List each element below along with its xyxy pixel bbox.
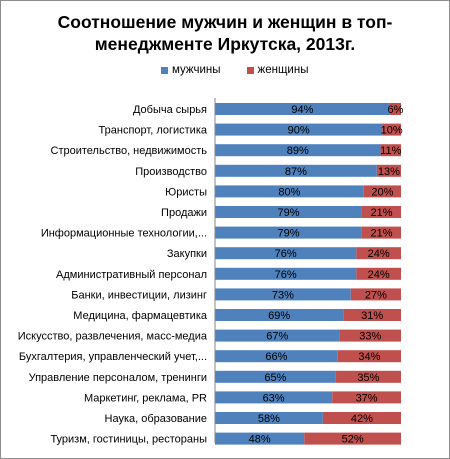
data-label-women: 11%: [380, 145, 401, 157]
bar-women: [356, 267, 401, 280]
data-label-women: 13%: [378, 166, 400, 178]
bar-men: [215, 206, 362, 218]
bar-women: [304, 432, 401, 445]
bar-men: [215, 267, 357, 280]
category-label: Закупки: [167, 248, 207, 260]
category-label: Управление персоналом, тренинги: [29, 372, 207, 384]
category-label: Добыча сырья: [133, 104, 207, 116]
data-label-men: 73%: [272, 289, 294, 301]
data-label-men: 79%: [277, 207, 299, 219]
category-label: Административный персонал: [56, 269, 207, 281]
bar-men: [215, 144, 381, 157]
category-label: Туризм, гостиницы, рестораны: [50, 434, 207, 446]
data-label-men: 63%: [263, 392, 285, 404]
bar-men: [215, 350, 338, 363]
bar-women: [380, 144, 401, 157]
bar-women: [337, 350, 401, 363]
data-label-women: 21%: [370, 207, 392, 219]
data-label-women: 42%: [351, 413, 373, 425]
data-label-men: 79%: [277, 228, 299, 240]
bar-women: [332, 391, 401, 404]
category-label: Наука, образование: [105, 413, 207, 425]
bar-men: [215, 123, 383, 136]
data-label-women: 10%: [381, 125, 403, 137]
bar-women: [361, 206, 401, 218]
bar-women: [343, 309, 401, 321]
bar-women: [382, 123, 401, 136]
legend: мужчины женщины: [161, 64, 308, 76]
bar-men: [215, 185, 364, 198]
bar-men: [215, 309, 344, 321]
data-label-women: 52%: [342, 434, 364, 446]
legend-swatch-men: [161, 66, 168, 74]
bar-women: [335, 370, 401, 383]
legend-item-women: женщины: [246, 64, 309, 76]
category-label: Медицина, фармацевтика: [73, 310, 208, 322]
data-label-men: 58%: [258, 413, 280, 425]
bar-men: [215, 432, 305, 445]
category-label: Юристы: [165, 186, 207, 198]
data-label-men: 80%: [278, 186, 300, 198]
bar-men: [215, 103, 390, 115]
data-label-women: 21%: [370, 228, 392, 240]
bar-women: [322, 412, 401, 424]
data-label-men: 94%: [291, 104, 313, 116]
data-label-women: 37%: [356, 392, 378, 404]
category-label: Искусство, развлечения, масс-медиа: [18, 331, 208, 343]
data-label-women: 6%: [387, 104, 403, 116]
category-label: Строительство, недвижимость: [51, 145, 208, 157]
category-label: Производство: [135, 166, 207, 178]
bar-women: [361, 226, 401, 239]
data-label-men: 76%: [275, 269, 297, 281]
legend-label-women: женщины: [257, 64, 309, 76]
category-label: Маркетинг, реклама, PR: [84, 392, 207, 404]
bar-men: [215, 247, 357, 260]
legend-swatch-women: [246, 66, 254, 74]
data-label-men: 90%: [288, 125, 310, 137]
data-label-men: 89%: [287, 145, 309, 157]
data-label-women: 34%: [358, 351, 380, 363]
data-label-women: 24%: [368, 248, 390, 260]
chart-title: Соотношение мужчин и женщин в топ- менед…: [1, 11, 449, 55]
bar-women: [350, 288, 401, 301]
bar-women: [356, 247, 401, 260]
bar-men: [215, 226, 362, 239]
data-label-men: 87%: [285, 166, 307, 178]
data-label-men: 66%: [265, 351, 287, 363]
data-label-men: 67%: [266, 331, 288, 343]
bar-men: [215, 329, 340, 342]
chart-title-line-2: менеджменте Иркутска, 2013г.: [94, 34, 356, 54]
bar-men: [215, 412, 323, 424]
legend-label-men: мужчины: [172, 64, 221, 76]
data-label-women: 33%: [359, 331, 381, 343]
category-label: Информационные технологии,...: [41, 228, 207, 240]
data-label-women: 27%: [365, 289, 387, 301]
bar-men: [215, 391, 333, 404]
chart-title-line-1: Соотношение мужчин и женщин в топ-: [57, 12, 393, 32]
data-label-women: 20%: [371, 186, 393, 198]
category-label: Продажи: [161, 207, 207, 219]
data-label-women: 24%: [368, 269, 390, 281]
data-label-men: 65%: [264, 372, 286, 384]
bar-men: [215, 370, 336, 383]
category-label: Бухгалтерия, управленческий учет,...: [19, 351, 207, 363]
bar-women: [376, 164, 401, 177]
bar-men: [215, 288, 351, 301]
bar-women: [339, 329, 401, 342]
legend-item-men: мужчины: [161, 64, 221, 76]
bar-men: [215, 164, 377, 177]
bar-women: [389, 103, 401, 115]
data-label-men: 76%: [275, 248, 297, 260]
data-label-women: 31%: [361, 310, 383, 322]
data-label-men: 69%: [268, 310, 290, 322]
data-label-women: 35%: [357, 372, 379, 384]
category-label: Банки, инвестиции, лизинг: [71, 289, 207, 301]
category-label: Транспорт, логистика: [99, 125, 208, 137]
data-label-men: 48%: [249, 434, 271, 446]
bar-women: [363, 185, 401, 198]
